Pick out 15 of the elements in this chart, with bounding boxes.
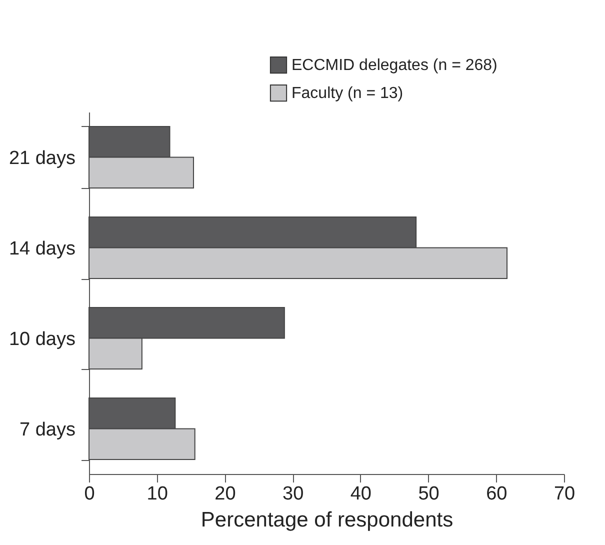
x-axis-title: Percentage of respondents	[200, 508, 454, 532]
x-tick-label: 30	[282, 484, 304, 504]
x-tick-label: 10	[146, 484, 168, 504]
legend-label: Faculty (n = 13)	[292, 85, 404, 102]
x-tick-label: 20	[214, 484, 236, 504]
y-tick-label: 14 days	[8, 238, 76, 260]
x-tick-label: 0	[84, 484, 95, 504]
y-tick-label: 21 days	[8, 148, 76, 169]
x-tick-label: 40	[350, 484, 372, 504]
y-tick-label: 10 days	[8, 328, 76, 350]
legend-label: ECCMID delegates (n = 268)	[292, 57, 498, 74]
x-tick-label: 60	[486, 484, 508, 504]
y-tick-label: 7 days	[20, 419, 76, 440]
x-tick-label: 50	[418, 484, 440, 504]
x-tick-label: 70	[554, 484, 576, 504]
